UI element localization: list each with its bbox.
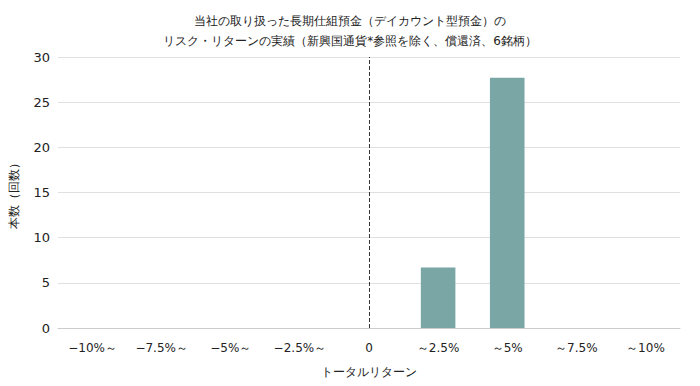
svg-text:0: 0 [42,321,50,336]
svg-text:−2.5%～: −2.5%～ [274,341,327,355]
svg-text:10: 10 [33,230,50,245]
svg-text:−5%～: −5%～ [210,341,251,355]
svg-text:0: 0 [365,341,373,355]
svg-text:5: 5 [42,275,50,290]
svg-text:15: 15 [33,185,50,200]
svg-text:−10%～: −10%～ [68,341,117,355]
svg-text:～10%: ～10% [626,341,665,355]
svg-text:20: 20 [33,140,50,155]
svg-text:～2.5%: ～2.5% [417,341,460,355]
svg-text:当社の取り扱った長期仕組預金（デイカウント型預金）の: 当社の取り扱った長期仕組預金（デイカウント型預金）の [194,14,506,28]
svg-text:−7.5%～: −7.5%～ [135,341,188,355]
svg-text:トータルリターン: トータルリターン [321,365,417,379]
svg-text:～5%: ～5% [492,341,523,355]
svg-text:30: 30 [33,50,50,65]
svg-text:～7.5%: ～7.5% [555,341,598,355]
svg-text:25: 25 [33,95,50,110]
svg-text:リスク・リターンの実績（新興国通貨*参照を除く、償還済、6銘: リスク・リターンの実績（新興国通貨*参照を除く、償還済、6銘柄） [163,34,537,48]
svg-text:本数（回数）: 本数（回数） [7,157,21,229]
